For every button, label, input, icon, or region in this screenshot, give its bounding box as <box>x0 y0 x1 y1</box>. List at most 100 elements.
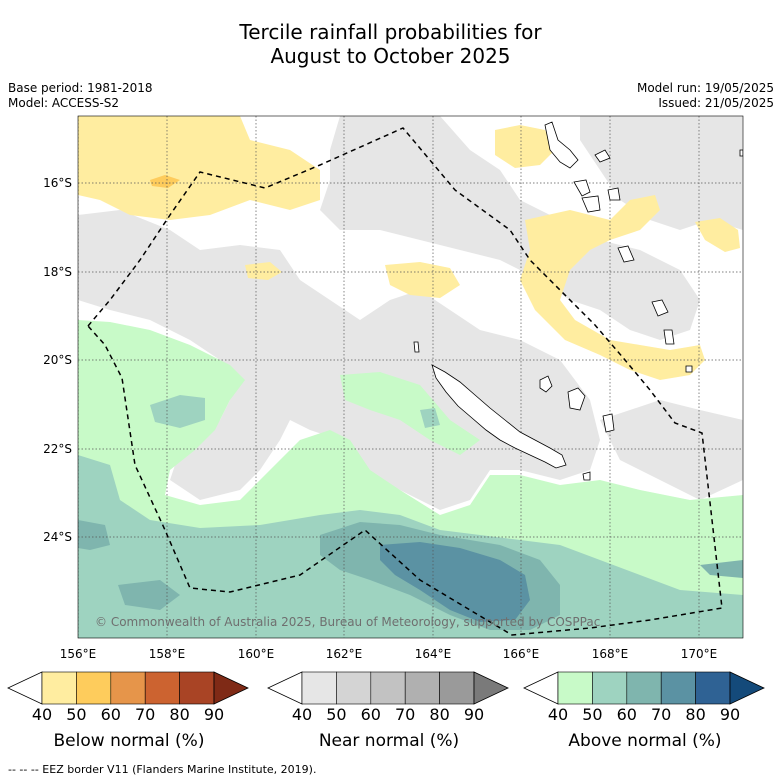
colorbar-tick-label: 40 <box>31 705 53 724</box>
colorbar-tick-label: 40 <box>547 705 569 724</box>
above-normal-region <box>118 580 180 610</box>
lat-label: 24°S <box>43 530 72 544</box>
above-normal-label: Above normal (%) <box>568 731 722 751</box>
island <box>539 375 553 393</box>
lon-label: 166°E <box>503 647 540 661</box>
colorbar-cell <box>76 671 112 705</box>
colorbar-below-normal <box>7 671 249 705</box>
colorbar-cell <box>267 671 303 705</box>
above-normal-region <box>700 560 743 578</box>
colorbar-cell <box>660 671 696 705</box>
colorbar-tick-label: 50 <box>326 705 347 724</box>
island <box>581 195 601 213</box>
colorbar-cell <box>473 671 509 705</box>
island <box>617 245 635 263</box>
lat-label: 20°S <box>43 353 72 367</box>
below-normal-region <box>385 262 460 298</box>
colorbar-cell <box>370 671 406 705</box>
lon-label: 158°E <box>149 647 186 661</box>
colorbar-cell <box>213 671 249 705</box>
lon-label: 156°E <box>60 647 97 661</box>
map-frame <box>77 115 744 639</box>
island <box>651 299 669 317</box>
colorbar-cell <box>404 671 440 705</box>
near-normal-region <box>580 116 743 230</box>
near-normal-region <box>320 116 700 340</box>
colorbar-cell <box>523 671 559 705</box>
above-normal-region <box>150 395 205 428</box>
colorbar-tick-label: 60 <box>616 705 637 724</box>
title-line-2: August to October 2025 <box>270 44 511 68</box>
colorbar-cell <box>626 671 662 705</box>
eez-footnote: -- -- -- EEZ border V11 (Flanders Marine… <box>8 763 317 776</box>
colorbar-cell <box>110 671 146 705</box>
colorbar-tick-label: 90 <box>719 705 741 724</box>
near-normal-label: Near normal (%) <box>318 731 460 751</box>
below-normal-region <box>520 195 705 380</box>
island <box>602 413 615 433</box>
title-line-1: Tercile rainfall probabilities for <box>239 20 542 44</box>
below-normal-region <box>495 125 555 168</box>
colorbar-tick-label: 50 <box>582 705 603 724</box>
colorbar-above-normal <box>523 671 765 705</box>
below-normal-region <box>78 116 320 220</box>
copyright-text: © Commonwealth of Australia 2025, Bureau… <box>95 615 600 629</box>
island <box>544 121 579 169</box>
island <box>663 329 675 345</box>
colorbar-tick-label: 90 <box>463 705 485 724</box>
lon-label: 164°E <box>415 647 452 661</box>
colorbar-cell <box>592 671 628 705</box>
above-normal-region <box>340 372 480 455</box>
colorbar-tick-label: 90 <box>203 705 225 724</box>
issued-date: Issued: 21/05/2025 <box>658 96 774 110</box>
colorbar-tick-label: 50 <box>66 705 87 724</box>
colorbar-tick-label: 70 <box>651 705 672 724</box>
colorbar-tick-label: 40 <box>291 705 313 724</box>
colorbar-cell <box>41 671 77 705</box>
colorbar-cell <box>336 671 372 705</box>
colorbar-tick-label: 70 <box>395 705 416 724</box>
island <box>413 341 420 353</box>
island <box>739 149 743 157</box>
probability-field: © Commonwealth of Australia 2025, Bureau… <box>78 116 743 638</box>
island <box>607 187 621 201</box>
base-period: Base period: 1981-2018 <box>8 81 153 95</box>
below-normal-region <box>695 218 740 252</box>
island <box>567 387 586 411</box>
below-normal-label: Below normal (%) <box>53 731 205 751</box>
lon-label: 160°E <box>238 647 275 661</box>
colorbar-cell <box>695 671 731 705</box>
colorbar-tick-label: 70 <box>135 705 156 724</box>
colorbar-tick-label: 60 <box>100 705 121 724</box>
lon-labels: 156°E 158°E 160°E 162°E 164°E 166°E 168°… <box>60 647 718 661</box>
colorbar-tick-label: 60 <box>360 705 381 724</box>
lat-label: 22°S <box>43 442 72 456</box>
model-run: Model run: 19/05/2025 <box>636 81 774 95</box>
colorbar-tick-label: 80 <box>429 705 450 724</box>
colorbar-near-normal <box>267 671 509 705</box>
colorbar-cell <box>729 671 765 705</box>
lat-label: 18°S <box>43 265 72 279</box>
below-normal-region <box>245 262 282 280</box>
lon-label: 162°E <box>326 647 363 661</box>
new-caledonia-coastline <box>431 364 567 469</box>
below-normal-region <box>150 175 180 188</box>
island <box>594 149 611 163</box>
colorbar-cell <box>301 671 337 705</box>
colorbar-tick-label: 80 <box>685 705 706 724</box>
eez-border <box>87 127 723 636</box>
lon-label: 168°E <box>592 647 629 661</box>
island <box>685 365 693 373</box>
colorbar-cell <box>439 671 475 705</box>
grid-lines <box>78 116 743 638</box>
colorbar-cell <box>179 671 215 705</box>
above-normal-region <box>420 408 440 428</box>
island <box>573 179 591 197</box>
above-normal-region <box>380 542 530 622</box>
colorbar-tick-label: 80 <box>169 705 190 724</box>
near-normal-region <box>78 225 105 260</box>
colorbar-cell <box>7 671 43 705</box>
island <box>582 471 591 481</box>
lat-label: 16°S <box>43 176 72 190</box>
